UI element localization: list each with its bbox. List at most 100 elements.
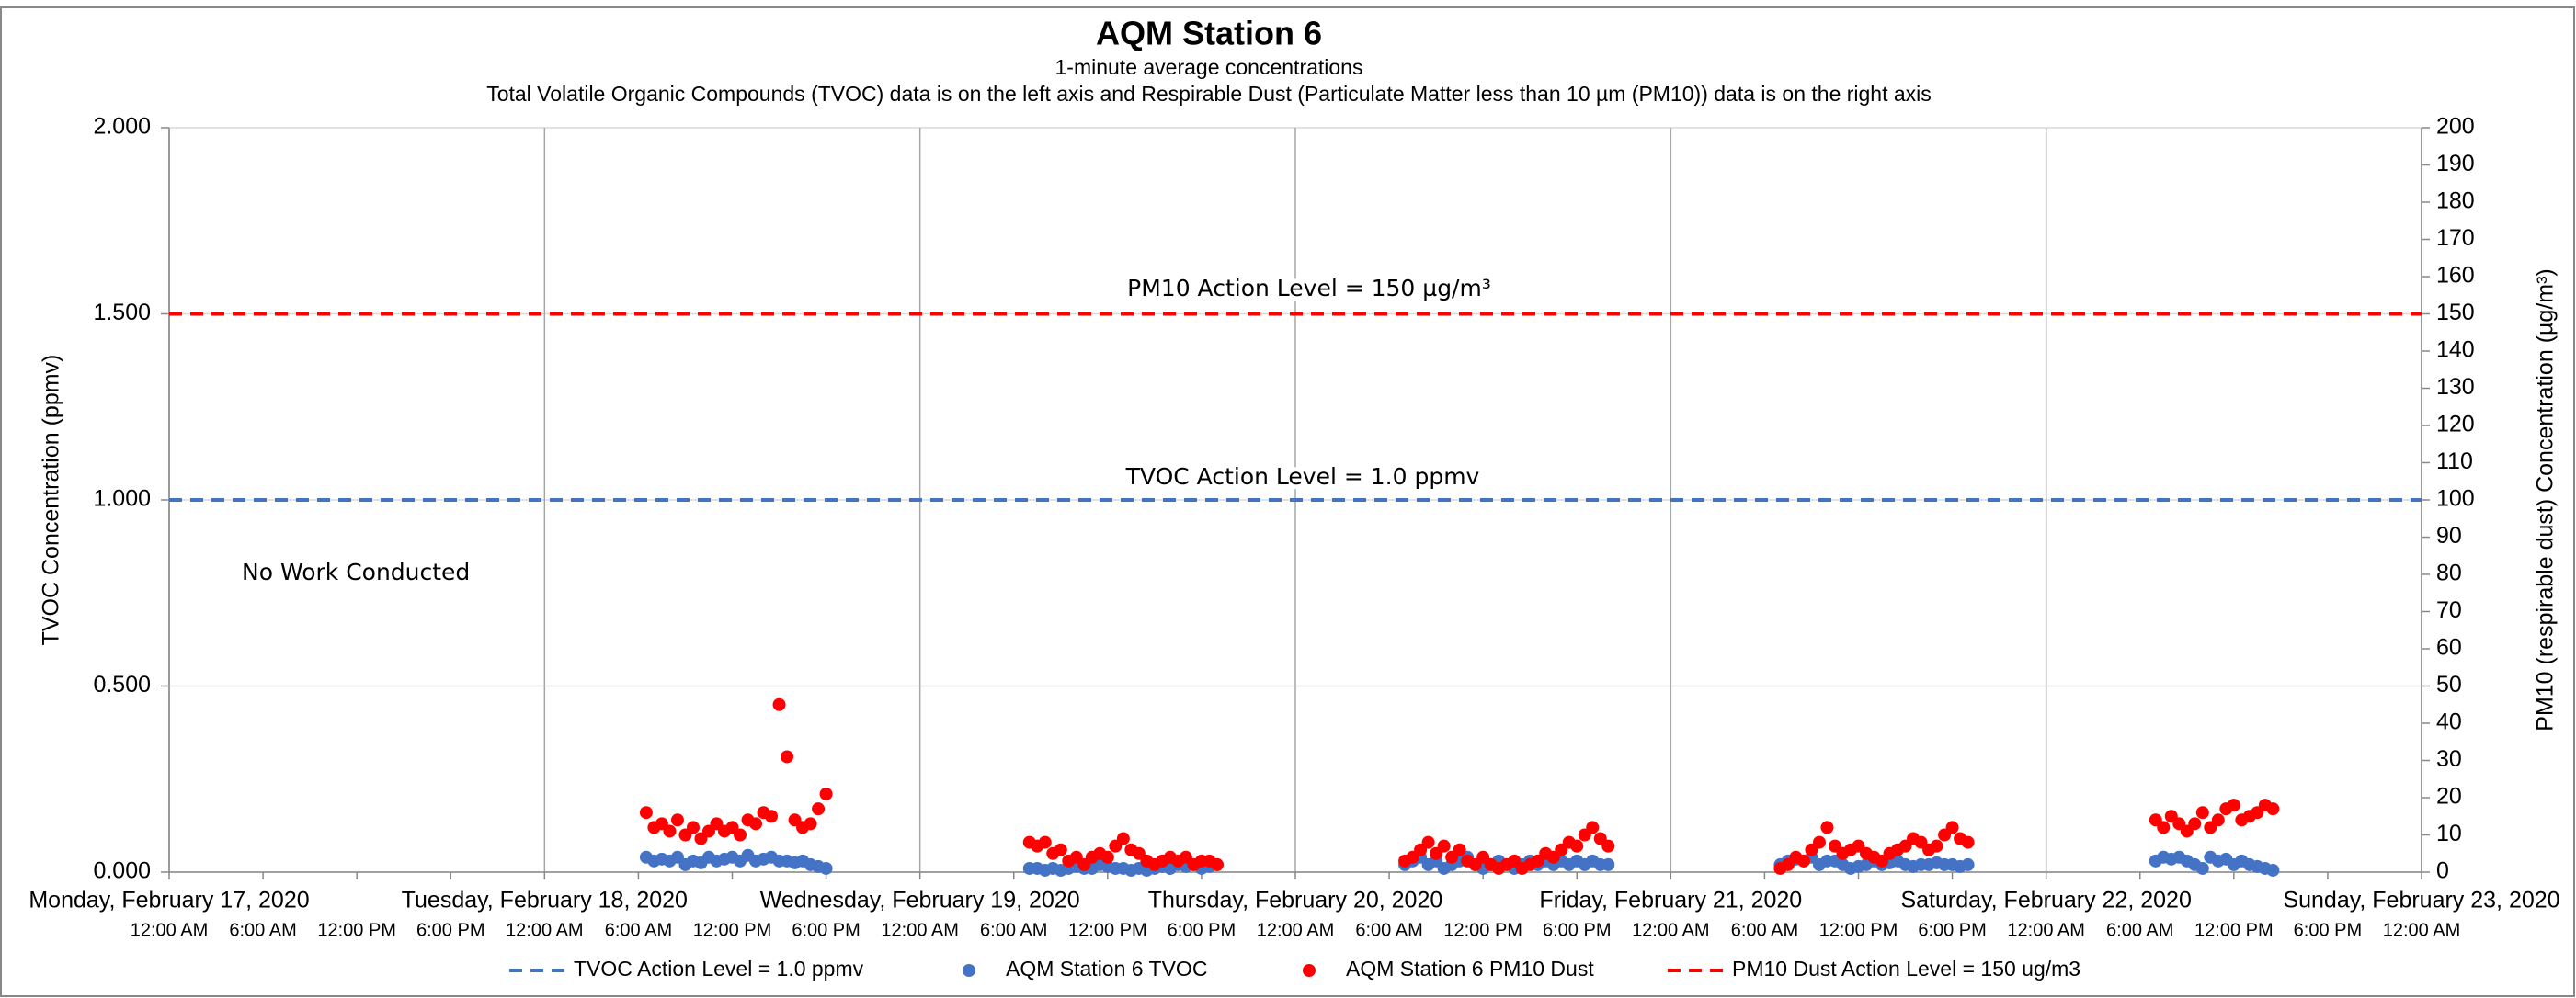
y2-tick-label: 150: [2436, 300, 2475, 325]
x-minor-tick-label: 12:00 PM: [2194, 920, 2274, 940]
data-point: [1421, 835, 1435, 849]
y-tick-label: 0.000: [93, 858, 151, 884]
x-tick-label: Monday, February 17, 2020: [28, 888, 309, 913]
data-point: [1210, 857, 1224, 871]
data-point: [819, 787, 833, 800]
data-point: [2211, 813, 2225, 827]
x-minor-tick-label: 12:00 AM: [131, 920, 209, 940]
x-minor-tick-label: 12:00 AM: [2383, 920, 2461, 940]
x-minor-tick-label: 12:00 PM: [1819, 920, 1898, 940]
y2-tick-label: 180: [2436, 188, 2475, 214]
data-point: [812, 802, 826, 816]
annotation: TVOC Action Level = 1.0 ppmv: [1125, 463, 1480, 490]
data-point: [772, 697, 786, 711]
y2-tick-label: 20: [2436, 784, 2462, 810]
chart-subtitle: Total Volatile Organic Compounds (TVOC) …: [486, 82, 1932, 106]
x-minor-tick-label: 12:00 PM: [693, 920, 772, 940]
x-tick-label: Sunday, February 23, 2020: [2283, 888, 2559, 913]
x-minor-tick-label: 6:00 AM: [980, 920, 1047, 940]
y2-tick-label: 90: [2436, 523, 2462, 549]
data-point: [1038, 835, 1052, 849]
y2-tick-label: 190: [2436, 151, 2475, 176]
y-tick-label: 1.000: [93, 486, 151, 512]
data-point: [804, 817, 817, 831]
data-point: [1601, 839, 1615, 853]
data-point: [670, 813, 684, 827]
data-point: [1945, 821, 1959, 834]
x-minor-tick-label: 6:00 PM: [1168, 920, 1236, 940]
annotation: PM10 Action Level = 150 µg/m³: [1127, 275, 1491, 301]
data-point: [2266, 802, 2280, 816]
y-tick-label: 1.500: [93, 300, 151, 325]
data-point: [639, 806, 653, 820]
data-point: [1054, 843, 1067, 856]
x-minor-tick-label: 6:00 AM: [229, 920, 296, 940]
legend-label: PM10 Dust Action Level = 150 ug/m3: [1732, 957, 2080, 981]
x-tick-label: Thursday, February 20, 2020: [1148, 888, 1443, 913]
data-point: [1930, 839, 1943, 853]
data-point: [749, 817, 763, 831]
data-point: [765, 810, 779, 823]
y-tick-label: 0.500: [93, 672, 151, 697]
data-point: [1116, 832, 1130, 845]
x-tick-label: Friday, February 21, 2020: [1539, 888, 1802, 913]
x-minor-tick-label: 12:00 AM: [1632, 920, 1710, 940]
data-point: [1812, 835, 1826, 849]
y2-tick-label: 120: [2436, 412, 2475, 437]
chart-subtitle: 1-minute average concentrations: [1055, 55, 1363, 79]
y2-tick-label: 140: [2436, 337, 2475, 363]
y-axis-label: TVOC Concentration (ppmv): [39, 355, 64, 646]
x-minor-tick-label: 12:00 PM: [317, 920, 396, 940]
data-point: [663, 824, 677, 838]
x-minor-tick-label: 6:00 PM: [416, 920, 484, 940]
x-tick-label: Wednesday, February 19, 2020: [760, 888, 1080, 913]
y2-tick-label: 170: [2436, 225, 2475, 251]
data-point: [2195, 806, 2209, 820]
legend-label: AQM Station 6 TVOC: [1006, 957, 1207, 981]
legend-label: AQM Station 6 PM10 Dust: [1346, 957, 1594, 981]
data-point: [1601, 857, 1615, 871]
x-tick-label: Saturday, February 22, 2020: [1900, 888, 2191, 913]
data-point: [2227, 799, 2240, 812]
legend-swatch: [1303, 964, 1316, 977]
y2-tick-label: 30: [2436, 746, 2462, 772]
y2-tick-label: 80: [2436, 561, 2462, 586]
x-minor-tick-label: 6:00 AM: [2106, 920, 2173, 940]
x-minor-tick-label: 6:00 PM: [2294, 920, 2362, 940]
y2-tick-label: 130: [2436, 374, 2475, 400]
legend-label: TVOC Action Level = 1.0 ppmv: [574, 957, 864, 981]
x-minor-tick-label: 12:00 AM: [506, 920, 584, 940]
data-point: [686, 821, 700, 834]
data-point: [1100, 850, 1114, 864]
y-tick-label: 2.000: [93, 114, 151, 140]
chart-title: AQM Station 6: [1096, 15, 1322, 52]
x-minor-tick-label: 12:00 AM: [881, 920, 959, 940]
x-minor-tick-label: 6:00 AM: [605, 920, 672, 940]
data-point: [2157, 821, 2171, 834]
data-point: [1437, 839, 1451, 853]
data-point: [1820, 821, 1834, 834]
x-minor-tick-label: 6:00 AM: [1731, 920, 1798, 940]
y2-axis-label: PM10 (respirable dust) Concentration (µg…: [2533, 268, 2559, 731]
x-minor-tick-label: 12:00 PM: [1068, 920, 1147, 940]
x-minor-tick-label: 12:00 PM: [1443, 920, 1522, 940]
y2-tick-label: 160: [2436, 263, 2475, 289]
y2-tick-label: 40: [2436, 709, 2462, 735]
y2-tick-label: 200: [2436, 114, 2475, 140]
y2-tick-label: 60: [2436, 635, 2462, 661]
data-point: [2188, 817, 2202, 831]
data-point: [781, 750, 794, 764]
y2-tick-label: 70: [2436, 597, 2462, 623]
data-point: [1453, 843, 1466, 856]
data-point: [1586, 821, 1600, 834]
x-minor-tick-label: 12:00 AM: [1257, 920, 1335, 940]
data-point: [1570, 839, 1584, 853]
x-minor-tick-label: 6:00 PM: [1918, 920, 1986, 940]
legend-swatch: [963, 964, 975, 977]
y2-tick-label: 50: [2436, 672, 2462, 697]
annotation: No Work Conducted: [242, 559, 470, 585]
x-minor-tick-label: 6:00 PM: [1543, 920, 1611, 940]
data-point: [1796, 854, 1810, 868]
y2-tick-label: 110: [2436, 448, 2473, 474]
